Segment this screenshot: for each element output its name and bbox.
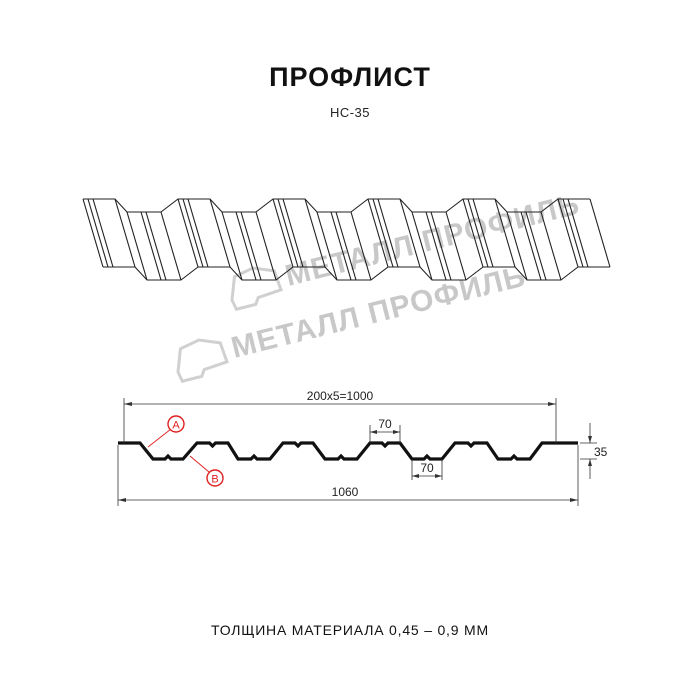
sheet-rib-line [467,198,489,268]
dim-pitch-label: 200x5=1000 [307,389,374,403]
dim-height-label: 35 [594,445,608,459]
sheet-top-edge [83,198,590,213]
sheet-rib-line [335,211,357,281]
sheet-rib-line [92,198,114,268]
sheet-rib-line [277,198,299,268]
sheet-rib-line [145,211,167,281]
dim-top-flat-label: 70 [378,417,392,431]
sheet-rib-line [316,211,338,281]
callout-b-label: B [211,474,218,486]
sheet-rib-line [221,211,243,281]
sheet-rib-line [209,198,231,268]
sheet-rib-line [562,198,584,268]
sheet-3d-view [82,198,611,281]
sheet-rib-line [557,198,579,268]
sheet-rib-line [304,198,326,268]
sheet-rib-line [282,198,304,268]
sheet-rib-line [182,198,204,268]
dimension-lines [117,398,597,506]
sheet-rib-line [494,198,516,268]
sheet-rib-line [506,211,528,281]
sheet-rib-line [377,198,399,268]
sheet-rib-line [350,211,372,281]
profile-model: НС-35 [329,105,371,120]
sheet-rib-line [87,198,109,268]
sheet-rib-line [399,198,421,268]
sheet-rib-line [114,198,136,268]
sheet-rib-line [567,198,589,268]
sheet-rib-line [472,198,494,268]
sheet-rib-line [462,198,484,268]
sheet-rib-line [235,211,257,281]
dim-bottom-flat-label: 70 [420,461,434,475]
sheet-rib-line [255,211,277,281]
sheet-bottom-edge [103,266,610,281]
sheet-rib-line [330,211,352,281]
callout-b: B [189,455,224,487]
sheet-rib-line [525,211,547,281]
sheet-rib-line [140,211,162,281]
sheet-rib-line [177,198,199,268]
sheet-rib-line [425,211,447,281]
sheet-rib-line [82,198,104,268]
sheet-rib-line [272,198,294,268]
callout-a-label: A [172,420,180,432]
sheet-rib-line [589,198,611,268]
watermark-text: МЕТАЛЛ ПРОФИЛЬ [228,260,529,365]
sheet-rib-line [430,211,452,281]
material-thickness: ТОЛЩИНА МАТЕРИАЛА 0,45 – 0,9 ММ [211,622,489,638]
callout-a: A [147,415,185,448]
sheet-rib-line [126,211,148,281]
dim-total-width-label: 1060 [332,485,359,499]
profile-cross-section [118,441,578,461]
sheet-rib-line [445,211,467,281]
sheet-rib-line [411,211,433,281]
sheet-rib-line [240,211,262,281]
page-title: ПРОФЛИСТ [269,62,431,92]
sheet-rib-line [367,198,389,268]
sheet-rib-line [372,198,394,268]
watermark-text: МЕТАЛЛ ПРОФИЛЬ [282,188,583,293]
dimension-arrows [118,402,592,502]
sheet-rib-line [160,211,182,281]
sheet-rib-line [520,211,542,281]
sheet-rib-line [187,198,209,268]
sheet-rib-line [540,211,562,281]
